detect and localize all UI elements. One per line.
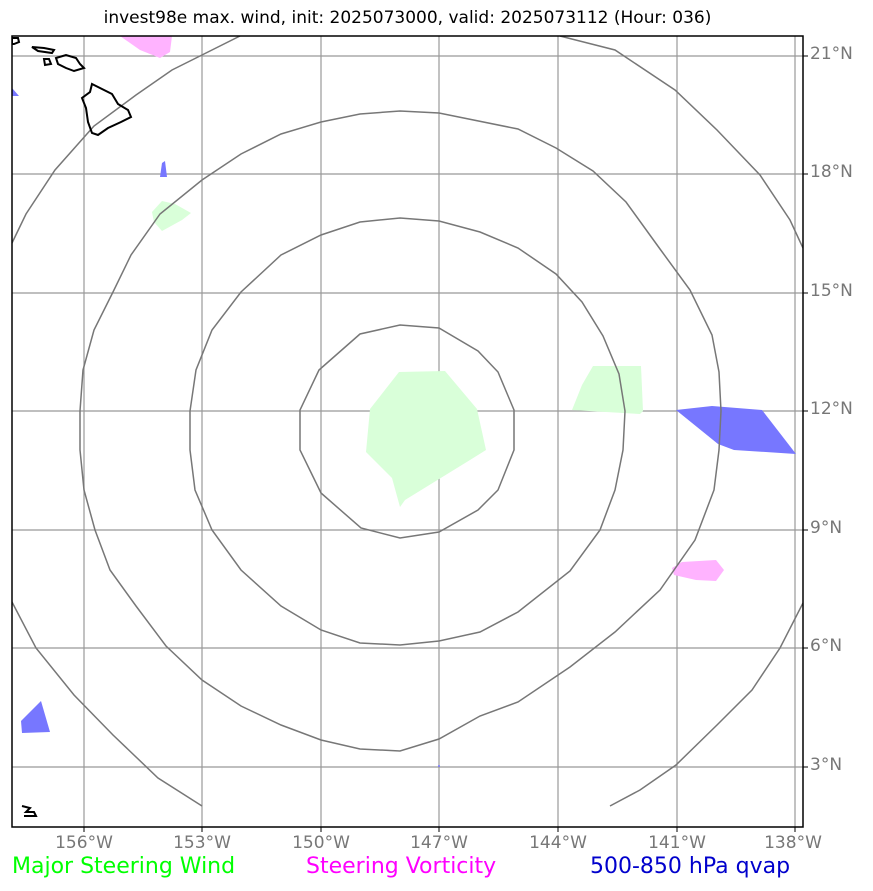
- map-frame: [11, 35, 804, 828]
- lon-gridlines: [83, 36, 796, 827]
- lon-label-144: 144°W: [529, 833, 587, 853]
- legend-steering-vorticity: Steering Vorticity: [306, 854, 497, 879]
- range-ring-1: [299, 324, 515, 539]
- wind-area-center: [366, 371, 486, 507]
- qvap-area-southwest: [21, 701, 50, 733]
- lat-label-3: 3°N: [810, 755, 843, 775]
- chart-title: invest98e max. wind, init: 2025073000, v…: [103, 8, 712, 28]
- range-ring-2: [189, 217, 626, 646]
- lat-label-21: 21°N: [810, 44, 853, 64]
- lat-label-9: 9°N: [810, 518, 843, 538]
- lat-label-6: 6°N: [810, 636, 843, 656]
- island-oahu: [12, 37, 21, 45]
- wind-area-east: [572, 366, 643, 414]
- legend-qvap: 500-850 hPa qvap: [590, 854, 791, 879]
- lat-label-12: 12°N: [810, 399, 853, 419]
- qvap-dot: [438, 765, 440, 767]
- lon-label-150: 150°W: [292, 833, 350, 853]
- island-lanai: [42, 58, 53, 67]
- lon-label-138: 138°W: [764, 833, 822, 853]
- qvap-area-northwest-edge: [12, 88, 19, 96]
- wind-area-northwest: [152, 201, 191, 231]
- range-ring-4-east: [559, 36, 803, 249]
- lat-label-15: 15°N: [810, 281, 853, 301]
- wind-areas: [152, 201, 643, 507]
- range-ring-3: [79, 110, 722, 752]
- legend-major-steering-wind: Major Steering Wind: [12, 854, 236, 879]
- lon-label-156: 156°W: [55, 833, 113, 853]
- lat-gridlines: [12, 55, 803, 768]
- lon-label-153: 153°W: [173, 833, 231, 853]
- island-big-island: [80, 82, 133, 137]
- hawaii-coastline: [12, 37, 133, 817]
- island-southwest-fragment: [21, 805, 38, 817]
- axis-ticks: [83, 55, 808, 832]
- lon-label-147: 147°W: [410, 833, 468, 853]
- vorticity-area-east: [672, 560, 724, 581]
- range-rings: [12, 36, 803, 807]
- lon-label-141: 141°W: [648, 833, 706, 853]
- island-maui: [54, 53, 86, 73]
- range-ring-4: [12, 36, 241, 244]
- qvap-area-east: [676, 406, 796, 454]
- lat-label-18: 18°N: [810, 162, 853, 182]
- qvap-areas: [12, 88, 796, 767]
- vorticity-area-north: [120, 36, 172, 58]
- qvap-area-north-small: [160, 161, 167, 177]
- island-molokai: [31, 46, 56, 55]
- vorticity-areas: [120, 36, 724, 581]
- range-ring-4-southeast: [609, 602, 803, 807]
- range-ring-4-southwest: [12, 601, 203, 807]
